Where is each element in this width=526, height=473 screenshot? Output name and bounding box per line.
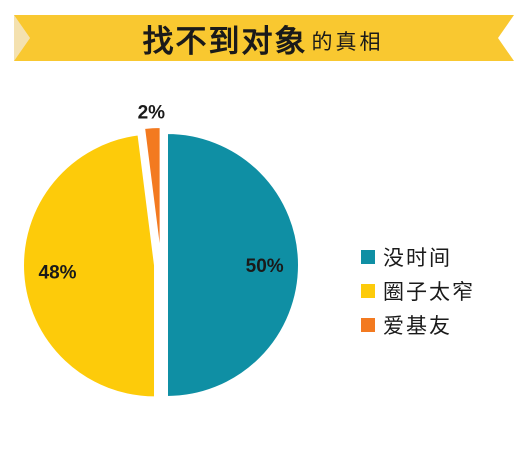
title-sub-text: 的真相 <box>311 30 384 54</box>
legend-item-2: 圈子太窄 <box>361 274 475 308</box>
legend-label-3: 爱基友 <box>383 314 452 338</box>
legend-item-1: 没时间 <box>361 240 475 274</box>
legend-item-3: 爱基友 <box>361 308 475 342</box>
legend-swatch-2 <box>361 284 375 298</box>
legend-swatch-3 <box>361 318 375 332</box>
legend-swatch-1 <box>361 250 375 264</box>
chart-title: 找不到对象 的真相 <box>0 12 526 64</box>
pie-slice-2 <box>22 133 157 399</box>
pie-slice-1 <box>166 131 300 399</box>
banner-ribbon-shape <box>14 15 514 61</box>
pie-slice-label-1: 50% <box>246 256 284 277</box>
legend-label-2: 圈子太窄 <box>383 280 475 304</box>
pie-slice-3 <box>142 126 162 260</box>
legend-label-1: 没时间 <box>383 246 452 270</box>
title-main-text: 找不到对象 <box>142 23 308 60</box>
chart-legend: 没时间圈子太窄爱基友 <box>361 240 475 342</box>
pie-slice-label-3: 2% <box>138 102 166 123</box>
title-banner <box>0 12 526 64</box>
pie-slice-label-2: 48% <box>39 263 77 284</box>
